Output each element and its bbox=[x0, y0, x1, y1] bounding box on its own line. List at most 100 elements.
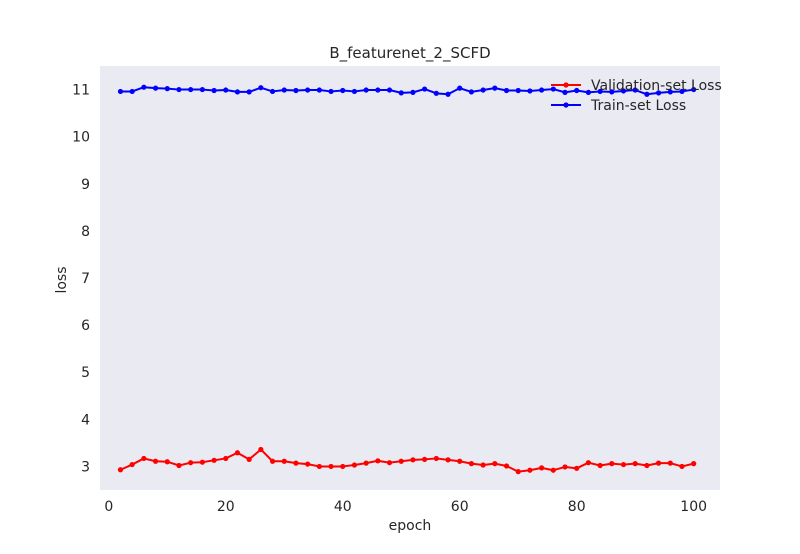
validation-loss-point bbox=[585, 460, 591, 466]
train-loss-point bbox=[433, 90, 439, 96]
validation-loss-point bbox=[211, 457, 217, 463]
validation-loss-point bbox=[164, 459, 170, 465]
legend-marker-train bbox=[563, 102, 569, 108]
x-axis-ticks: 0 20 40 60 80 100 bbox=[104, 499, 707, 515]
train-loss-point bbox=[117, 88, 124, 95]
train-loss-point bbox=[351, 88, 358, 95]
validation-loss-point bbox=[597, 462, 603, 469]
y-tick-label: 4 bbox=[81, 412, 90, 428]
train-loss-point bbox=[305, 87, 311, 93]
y-axis-ticks: 3 4 5 6 7 8 9 10 11 bbox=[72, 83, 90, 476]
legend-marker-validation bbox=[563, 82, 569, 88]
validation-loss-point bbox=[422, 456, 428, 462]
train-loss-point bbox=[141, 84, 147, 90]
validation-loss-point bbox=[199, 459, 205, 465]
train-loss-point bbox=[281, 87, 287, 93]
train-loss-point bbox=[527, 88, 533, 94]
validation-loss-point bbox=[141, 455, 147, 462]
validation-loss-point bbox=[117, 467, 124, 473]
train-loss-point bbox=[199, 86, 205, 93]
validation-loss-point bbox=[316, 463, 322, 470]
validation-loss-point bbox=[258, 446, 264, 453]
validation-loss-point bbox=[188, 460, 194, 466]
validation-loss-point bbox=[574, 465, 580, 471]
validation-loss-point bbox=[562, 464, 568, 470]
validation-loss-point bbox=[340, 463, 346, 470]
train-loss-point bbox=[422, 86, 428, 92]
train-loss-point bbox=[457, 85, 463, 91]
validation-loss-point bbox=[550, 467, 556, 473]
train-loss-point bbox=[503, 87, 510, 94]
y-axis-label: loss bbox=[54, 266, 70, 293]
train-loss-point bbox=[316, 87, 322, 93]
x-tick-label: 60 bbox=[451, 499, 469, 515]
train-loss-point bbox=[480, 87, 486, 93]
validation-loss-point bbox=[433, 455, 439, 462]
train-loss-point bbox=[363, 87, 369, 93]
train-loss-point bbox=[211, 87, 217, 94]
train-loss-point bbox=[492, 85, 498, 91]
validation-loss-point bbox=[632, 461, 638, 467]
series-layer bbox=[117, 84, 697, 475]
validation-loss-point bbox=[410, 457, 416, 463]
legend: Validation-set Loss Train-set Loss bbox=[551, 78, 722, 114]
y-tick-label: 6 bbox=[81, 318, 90, 334]
train-loss-point bbox=[609, 89, 615, 95]
train-loss-point bbox=[398, 90, 404, 96]
validation-loss-point bbox=[691, 461, 697, 467]
validation-loss-point bbox=[129, 461, 135, 468]
train-loss-point bbox=[386, 87, 393, 93]
validation-loss-point bbox=[152, 458, 159, 464]
legend-label-train: Train-set Loss bbox=[590, 98, 686, 114]
y-tick-label: 3 bbox=[81, 459, 90, 475]
train-loss-point bbox=[328, 88, 334, 95]
y-tick-label: 10 bbox=[72, 130, 90, 146]
validation-loss-point bbox=[375, 458, 381, 464]
train-loss-point bbox=[152, 85, 159, 91]
train-loss-point bbox=[129, 88, 135, 95]
chart-title: B_featurenet_2_SCFD bbox=[329, 44, 490, 63]
train-loss-point bbox=[539, 87, 545, 93]
validation-loss-point bbox=[667, 460, 673, 466]
train-loss-point bbox=[644, 91, 650, 97]
x-axis-label: epoch bbox=[389, 518, 432, 534]
train-loss-point bbox=[620, 88, 627, 94]
validation-loss-point bbox=[644, 462, 650, 469]
validation-loss-point bbox=[655, 460, 662, 466]
validation-loss-point bbox=[305, 461, 311, 467]
validation-loss-point bbox=[679, 463, 685, 470]
train-loss-point bbox=[164, 86, 170, 92]
validation-loss-point bbox=[539, 465, 545, 471]
train-loss-point bbox=[468, 89, 475, 95]
validation-loss-point bbox=[398, 458, 404, 464]
train-loss-point bbox=[269, 88, 276, 95]
validation-loss-point bbox=[269, 458, 276, 464]
validation-loss-point bbox=[457, 458, 463, 464]
train-loss-point bbox=[188, 86, 194, 93]
validation-loss-point bbox=[176, 462, 182, 469]
validation-loss-point bbox=[609, 461, 615, 467]
y-tick-label: 8 bbox=[81, 224, 90, 240]
y-tick-label: 9 bbox=[81, 177, 90, 193]
train-loss-point bbox=[585, 89, 591, 95]
validation-loss-point bbox=[351, 462, 358, 468]
x-tick-label: 0 bbox=[104, 499, 113, 515]
train-loss-point bbox=[550, 86, 556, 92]
train-loss-point bbox=[223, 87, 229, 93]
validation-loss-point bbox=[503, 463, 510, 469]
train-loss-point bbox=[375, 87, 381, 93]
train-loss-point bbox=[410, 89, 416, 95]
train-loss-point bbox=[655, 90, 662, 96]
x-tick-label: 20 bbox=[217, 499, 235, 515]
legend-label-validation: Validation-set Loss bbox=[591, 78, 722, 94]
validation-loss-point bbox=[527, 467, 533, 473]
train-loss-point bbox=[562, 89, 568, 95]
train-loss-point bbox=[667, 89, 673, 95]
validation-loss-point bbox=[293, 460, 299, 466]
train-loss-point bbox=[632, 87, 638, 93]
train-loss-point bbox=[597, 88, 603, 95]
y-tick-label: 7 bbox=[81, 271, 90, 287]
train-loss-point bbox=[258, 85, 264, 91]
train-loss-point bbox=[691, 86, 697, 93]
